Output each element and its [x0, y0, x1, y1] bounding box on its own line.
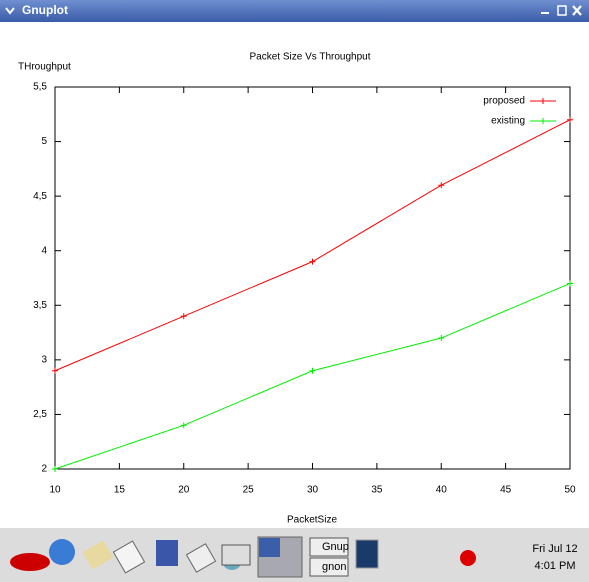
point [52, 466, 58, 472]
terminal-icon[interactable] [356, 540, 378, 568]
clock-date: Fri Jul 12 [532, 543, 577, 555]
point [52, 368, 58, 374]
point [567, 117, 573, 123]
x-tick-label: 25 [243, 485, 255, 496]
redhat-icon[interactable] [10, 553, 50, 571]
point [310, 368, 316, 374]
legend-point [540, 118, 546, 124]
title-bar [0, 0, 589, 22]
y-tick-label: 4,5 [33, 191, 47, 202]
window-title: Gnuplot [22, 3, 68, 17]
x-tick-label: 20 [178, 485, 190, 496]
x-tick-label: 15 [114, 485, 126, 496]
print-icon[interactable] [222, 545, 250, 565]
browser-icon[interactable] [49, 539, 75, 565]
workspace-1[interactable] [259, 538, 280, 557]
clock-time: 4:01 PM [535, 560, 576, 572]
x-tick-label: 40 [436, 485, 448, 496]
screen: Gnuplot Packet Size Vs Throughput THroug… [0, 0, 589, 582]
task-label: Gnup [322, 541, 349, 553]
x-tick-label: 30 [307, 485, 319, 496]
minimize-button[interactable] [541, 12, 549, 14]
x-tick-label: 35 [371, 485, 383, 496]
y-tick-label: 2,5 [33, 409, 47, 420]
y-tick-label: 5 [41, 136, 47, 147]
y-tick-label: 5,5 [33, 82, 47, 93]
point [310, 259, 316, 265]
status-icon[interactable] [460, 550, 476, 566]
y-tick-label: 2 [41, 464, 47, 475]
legend-label: existing [491, 116, 525, 127]
point [181, 313, 187, 319]
y-tick-label: 3,5 [33, 300, 47, 311]
x-tick-label: 10 [49, 485, 61, 496]
plot-border [55, 87, 570, 469]
series-line [55, 283, 570, 469]
point [181, 422, 187, 428]
x-axis-label: PacketSize [287, 515, 337, 526]
point [438, 182, 444, 188]
y-tick-label: 3 [41, 354, 47, 365]
point [438, 335, 444, 341]
taskbar: Gnup gnon Fri Jul 12 4:01 PM [0, 528, 589, 582]
x-tick-label: 45 [500, 485, 512, 496]
legend-label: proposed [483, 96, 525, 107]
point [567, 280, 573, 286]
chart-title: Packet Size Vs Throughput [250, 52, 371, 63]
legend-point [540, 98, 546, 104]
series-line [55, 120, 570, 371]
x-tick-label: 50 [564, 485, 576, 496]
y-axis-label: THroughput [18, 62, 71, 73]
y-tick-label: 4 [41, 245, 47, 256]
task-label: gnon [322, 561, 346, 573]
impress-icon[interactable] [156, 540, 178, 566]
